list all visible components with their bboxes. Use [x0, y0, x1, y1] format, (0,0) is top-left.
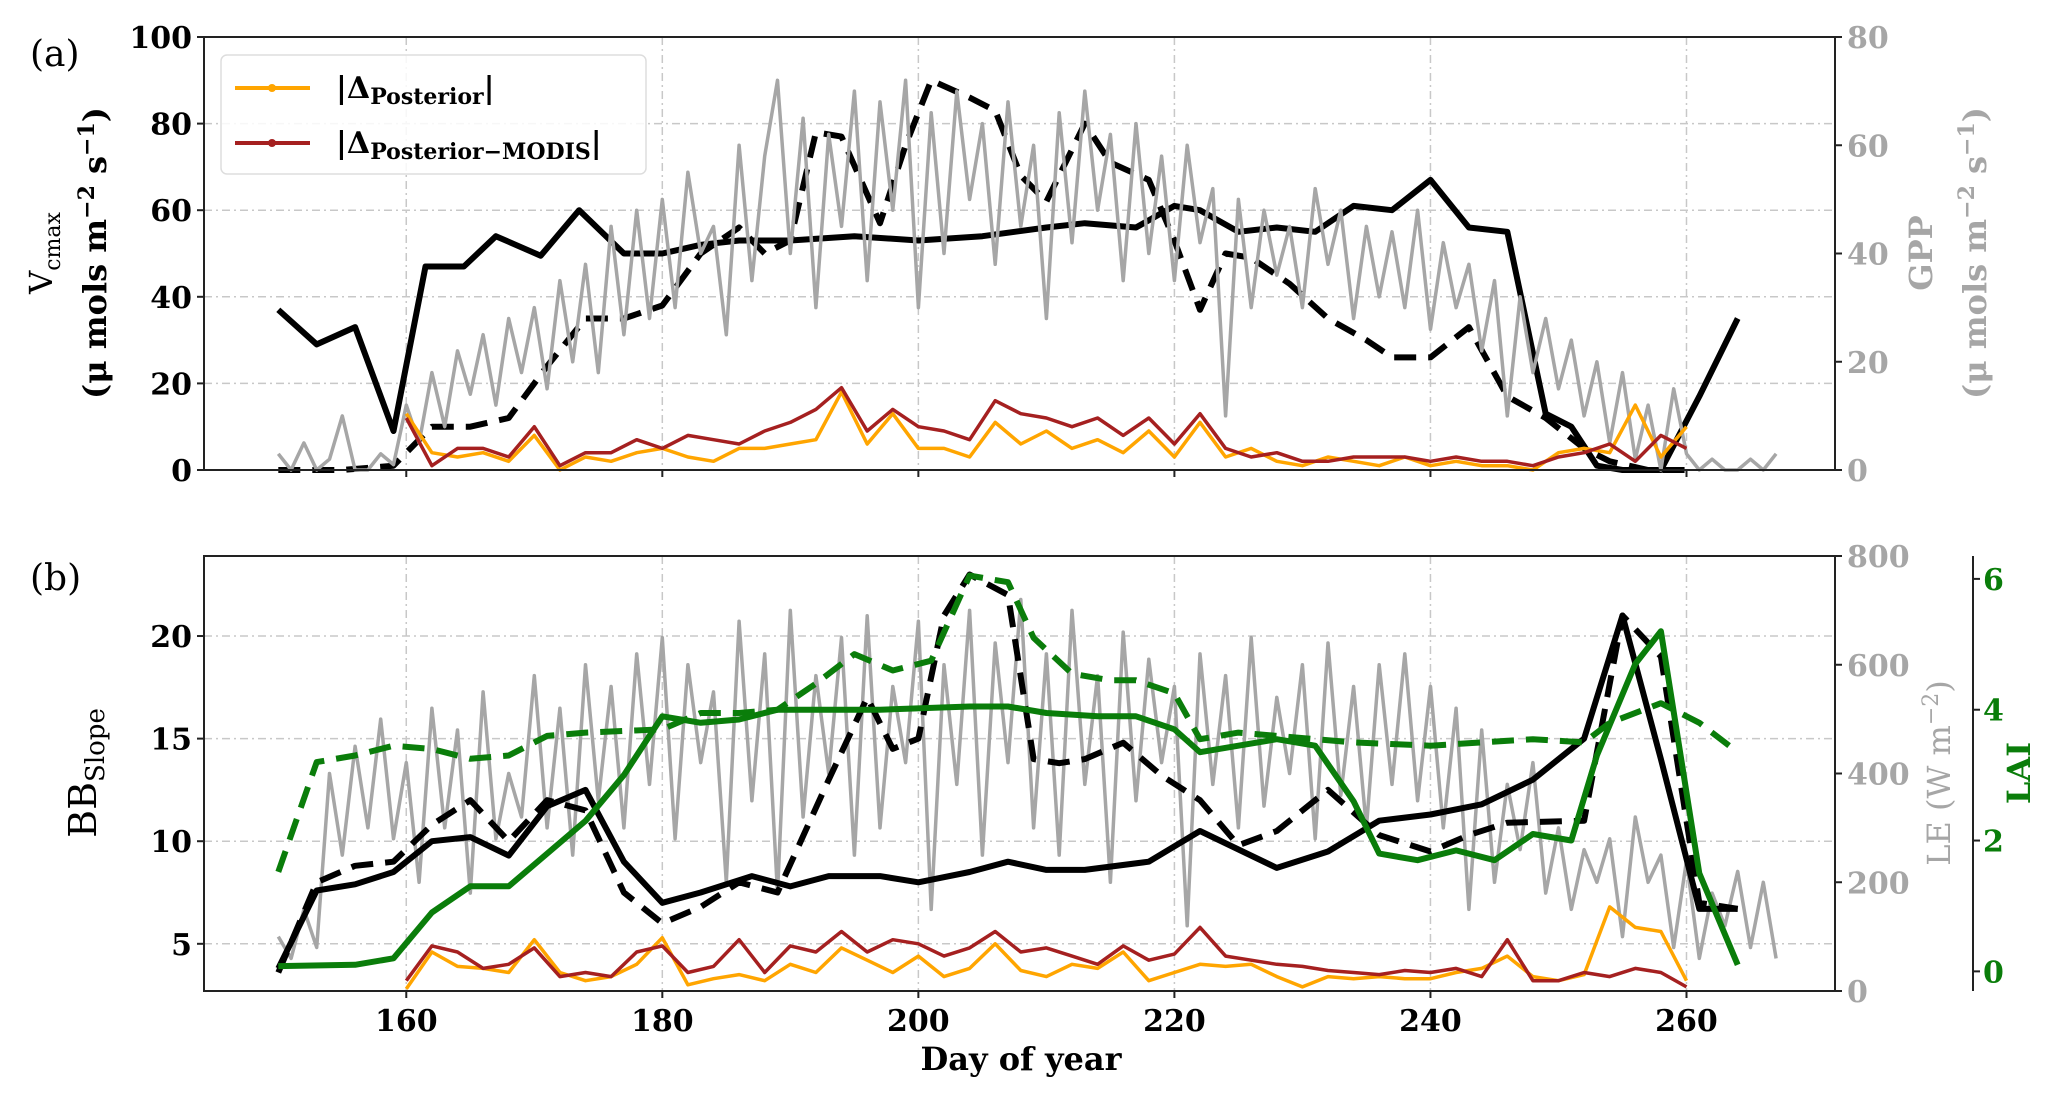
y-tick-label: 0: [171, 454, 192, 489]
y-tick-label: 100: [129, 21, 192, 56]
y-tick-label: 60: [150, 194, 192, 229]
panel-b-label: (b): [30, 558, 81, 599]
x-tick-label: 200: [887, 1004, 950, 1039]
series-line-gpp: [276, 78, 1778, 472]
panel-a-label: (a): [30, 34, 80, 75]
y-right-tick-label: 600: [1847, 649, 1910, 684]
lai-tick-label: 6: [1983, 563, 2004, 598]
panel-b-ylabel-right: LE (W m−2): [1919, 680, 1958, 866]
x-tick-label: 160: [375, 1004, 438, 1039]
panel-b-ylabel: BBSlope: [61, 708, 111, 838]
series-line--posterior-modis-: [404, 925, 1688, 989]
legend: |ΔPosterior| |ΔPosterior−MODIS|: [220, 54, 647, 175]
y-right-tick-label: 60: [1847, 129, 1889, 164]
x-tick-label: 220: [1143, 1004, 1206, 1039]
panel-a-ylabel-units: (μ mols m−2 s−1): [74, 107, 114, 399]
series-line-lai-dashed: [275, 572, 1740, 873]
panel-a-ylabel: Vcmax: [22, 212, 66, 295]
legend-label-delta-posterior-modis: |ΔPosterior−MODIS|: [336, 126, 602, 165]
x-tick-label: 260: [1655, 1004, 1718, 1039]
panel-a-ylabel-right: GPP: [1902, 215, 1940, 290]
lai-tick-label: 0: [1983, 955, 2004, 990]
series-line--posterior-: [404, 905, 1689, 990]
panel-b-ylabel-right2: LAI: [2000, 742, 2038, 804]
legend-label-delta-posterior: |ΔPosterior|: [336, 71, 495, 110]
panel-a-ylabel-right-units: (μ mols m−2 s−1): [1954, 107, 1994, 399]
y-right-tick-label: 80: [1847, 21, 1889, 56]
y-tick-label: 10: [150, 825, 192, 860]
y-tick-label: 5: [171, 928, 192, 963]
x-tick-label: 180: [631, 1004, 694, 1039]
series-line-lai-solid: [278, 628, 1741, 970]
lai-tick-label: 4: [1983, 694, 2004, 729]
panel-b-bbslope-le-lai: (b) BBSlope LE (W m−2) LAI Day of year 1…: [30, 540, 2038, 1078]
series-line-bb-solid: [275, 612, 1738, 970]
y-right-tick-label: 200: [1847, 866, 1910, 901]
y-right-tick-label: 0: [1847, 454, 1868, 489]
panel-a-vcmax-gpp: (a) Vcmax (μ mols m−2 s−1) GPP (μ mols m…: [22, 21, 1994, 489]
lai-tick-label: 2: [1983, 825, 2004, 860]
y-right-tick-label: 40: [1847, 238, 1889, 273]
series-line-bb-dashed: [275, 571, 1739, 974]
y-tick-label: 20: [150, 367, 192, 402]
series-line-vcmax-solid: [276, 176, 1741, 473]
y-right-tick-label: 400: [1847, 758, 1910, 793]
series-line-vcmax-dashed: [278, 77, 1687, 473]
legend-marker-delta-posterior-modis: [268, 139, 276, 147]
y-right-tick-label: 20: [1847, 346, 1889, 381]
x-axis-label: Day of year: [920, 1040, 1122, 1078]
y-tick-label: 80: [150, 108, 192, 143]
legend-box: [220, 54, 647, 175]
y-right-tick-label: 800: [1847, 540, 1910, 575]
series-line-le: [276, 597, 1778, 961]
x-tick-label: 240: [1399, 1004, 1462, 1039]
series-line--posterior-: [404, 390, 1688, 472]
y-tick-label: 15: [150, 723, 192, 758]
legend-marker-delta-posterior: [268, 84, 276, 92]
y-tick-label: 20: [150, 620, 192, 655]
y-tick-label: 40: [150, 281, 192, 316]
series-line--posterior-modis-: [404, 385, 1688, 468]
y-right-tick-label: 0: [1847, 975, 1868, 1010]
